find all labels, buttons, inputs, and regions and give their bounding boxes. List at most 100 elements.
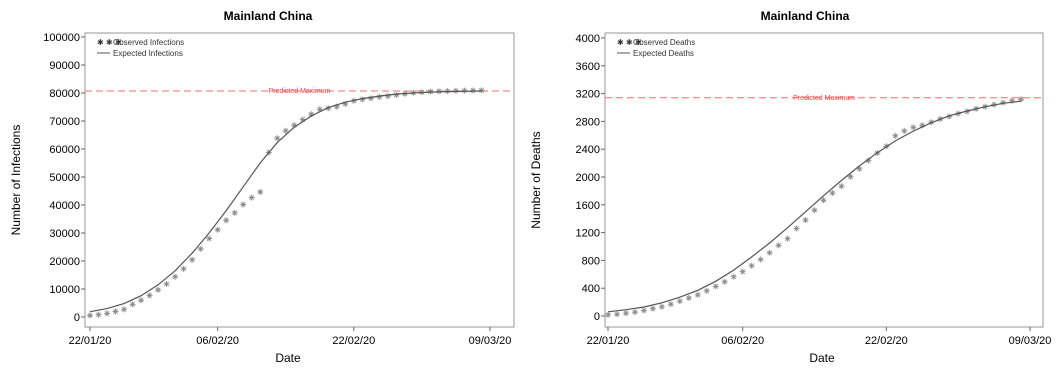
data-point-observed: [910, 124, 917, 131]
data-point-observed: [901, 127, 908, 134]
data-point-observed: [393, 91, 400, 98]
x-axis-label: Date: [275, 351, 301, 365]
data-point-observed: [138, 297, 145, 304]
data-point-observed: [739, 268, 746, 275]
chart-panel-infections: Mainland China Date Number of Infections…: [9, 9, 515, 365]
y-tick-label: 4000: [576, 33, 600, 45]
y-tick-label: 0: [74, 312, 80, 324]
x-tick-label: 06/02/20: [721, 335, 764, 347]
data-point-observed: [248, 194, 255, 201]
data-point-observed: [214, 226, 221, 233]
data-point-observed: [631, 309, 638, 316]
x-tick-label: 09/03/20: [1009, 335, 1052, 347]
x-tick-label: 22/01/20: [69, 335, 112, 347]
data-point-observed: [766, 249, 773, 256]
data-point-observed: [811, 207, 818, 214]
data-point-observed: [274, 135, 281, 142]
data-point-observed: [112, 308, 119, 315]
data-point-observed: [613, 311, 620, 318]
legend-marker-observed: ✱ ✱ ✱: [97, 38, 122, 47]
x-tick-label: 22/02/20: [332, 335, 375, 347]
y-tick-label: 60000: [49, 144, 80, 156]
y-tick-label: 80000: [49, 88, 80, 100]
data-point-observed: [240, 201, 247, 208]
data-point-observed: [478, 87, 485, 94]
data-point-observed: [829, 189, 836, 196]
y-tick-label: 20000: [49, 256, 80, 268]
legend-marker-observed: ✱ ✱ ✱: [617, 38, 642, 47]
data-point-observed: [197, 245, 204, 252]
data-point-observed: [129, 301, 136, 308]
y-tick-label: 40000: [49, 200, 80, 212]
data-point-observed: [838, 183, 845, 190]
data-point-observed: [757, 256, 764, 263]
data-point-observed: [784, 235, 791, 242]
y-tick-label: 400: [582, 283, 600, 295]
data-point-observed: [121, 306, 128, 313]
predicted-maximum-label: Predicted Maximum: [269, 88, 331, 95]
legend: ✱ ✱ ✱ Observed Infections Expected Infec…: [97, 38, 184, 58]
y-tick-label: 10000: [49, 284, 80, 296]
data-point-observed: [87, 312, 93, 319]
data-point-observed: [847, 173, 854, 180]
data-point-observed: [231, 209, 238, 216]
legend-entry-expected: Expected Infections: [113, 49, 183, 58]
data-point-observed: [367, 95, 374, 102]
data-point-observed: [649, 305, 656, 312]
y-tick-label: 1200: [576, 228, 600, 240]
y-tick-label: 2800: [576, 116, 600, 128]
data-point-observed: [95, 311, 102, 318]
y-tick-label: 90000: [49, 60, 80, 72]
data-point-observed: [469, 87, 476, 94]
x-axis-label: Date: [809, 351, 835, 365]
legend: ✱ ✱ ✱ Observed Deaths Expected Deaths: [617, 38, 695, 58]
legend-entry-observed: Observed Infections: [113, 38, 184, 47]
y-tick-label: 0: [594, 311, 600, 323]
data-point-observed: [820, 197, 827, 204]
data-point-observed: [104, 310, 111, 317]
data-point-observed: [452, 87, 459, 94]
y-tick-label: 800: [582, 255, 600, 267]
data-point-observed: [172, 273, 179, 280]
data-point-observed: [155, 286, 162, 293]
data-point-observed: [721, 278, 728, 285]
data-point-observed: [667, 301, 674, 308]
data-point-observed: [640, 307, 647, 314]
data-point-observed: [384, 93, 391, 100]
data-point-observed: [223, 217, 230, 224]
data-point-observed: [257, 188, 264, 195]
plot-frame: [84, 32, 515, 328]
data-point-observed: [282, 127, 289, 134]
legend-entry-observed: Observed Deaths: [633, 38, 695, 47]
y-tick-label: 3200: [576, 89, 600, 101]
series-line-expected: [89, 90, 482, 313]
data-point-observed: [712, 283, 719, 290]
data-point-observed: [658, 303, 665, 310]
y-tick-label: 50000: [49, 172, 80, 184]
predicted-maximum-label: Predicted Maximum: [793, 95, 855, 102]
chart-title: Mainland China: [761, 9, 850, 23]
y-axis-label: Number of Deaths: [529, 131, 543, 228]
data-point-observed: [206, 235, 213, 242]
data-point-observed: [892, 132, 899, 139]
data-point-observed: [180, 265, 187, 272]
chart-panel-deaths: Mainland China Date Number of Deaths ✱ ✱…: [529, 9, 1051, 365]
data-point-observed: [622, 310, 629, 317]
chart-title: Mainland China: [224, 9, 313, 23]
data-point-observed: [676, 298, 683, 305]
data-point-observed: [856, 165, 863, 172]
y-tick-label: 70000: [49, 116, 80, 128]
x-tick-label: 22/02/20: [865, 335, 908, 347]
y-tick-label: 3600: [576, 61, 600, 73]
legend-entry-expected: Expected Deaths: [633, 49, 694, 58]
data-point-observed: [793, 225, 800, 232]
data-point-observed: [694, 291, 701, 298]
data-point-observed: [163, 280, 170, 287]
data-point-observed: [605, 311, 611, 318]
x-tick-label: 22/01/20: [587, 335, 630, 347]
data-point-observed: [1018, 96, 1025, 103]
x-tick-label: 06/02/20: [196, 335, 239, 347]
data-point-observed: [703, 287, 710, 294]
plot-frame: [604, 32, 1044, 328]
